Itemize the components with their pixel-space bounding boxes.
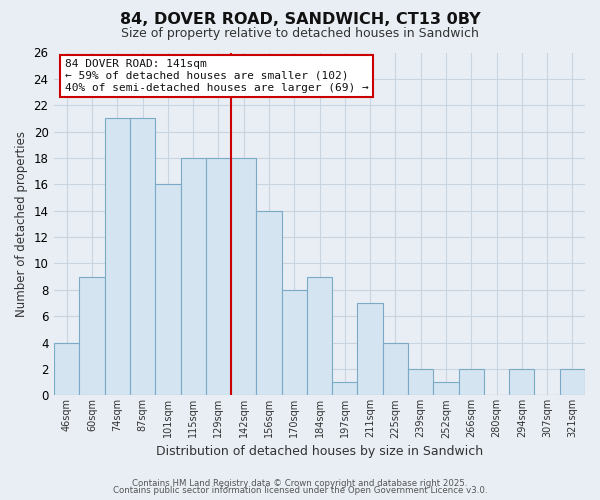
Bar bbox=[358, 303, 383, 396]
Bar bbox=[104, 118, 130, 396]
Text: 84, DOVER ROAD, SANDWICH, CT13 0BY: 84, DOVER ROAD, SANDWICH, CT13 0BY bbox=[119, 12, 481, 28]
Bar bbox=[307, 276, 332, 396]
Bar bbox=[155, 184, 181, 396]
Bar bbox=[332, 382, 358, 396]
Bar bbox=[383, 342, 408, 396]
Text: Contains HM Land Registry data © Crown copyright and database right 2025.: Contains HM Land Registry data © Crown c… bbox=[132, 478, 468, 488]
Bar bbox=[181, 158, 206, 396]
X-axis label: Distribution of detached houses by size in Sandwich: Distribution of detached houses by size … bbox=[156, 444, 483, 458]
Bar bbox=[281, 290, 307, 396]
Text: Size of property relative to detached houses in Sandwich: Size of property relative to detached ho… bbox=[121, 28, 479, 40]
Bar bbox=[560, 369, 585, 396]
Text: 84 DOVER ROAD: 141sqm
← 59% of detached houses are smaller (102)
40% of semi-det: 84 DOVER ROAD: 141sqm ← 59% of detached … bbox=[65, 60, 368, 92]
Y-axis label: Number of detached properties: Number of detached properties bbox=[15, 131, 28, 317]
Bar bbox=[433, 382, 458, 396]
Bar bbox=[509, 369, 535, 396]
Bar bbox=[54, 342, 79, 396]
Bar bbox=[79, 276, 104, 396]
Bar bbox=[130, 118, 155, 396]
Bar bbox=[206, 158, 231, 396]
Bar bbox=[231, 158, 256, 396]
Bar bbox=[256, 210, 281, 396]
Text: Contains public sector information licensed under the Open Government Licence v3: Contains public sector information licen… bbox=[113, 486, 487, 495]
Bar bbox=[408, 369, 433, 396]
Bar bbox=[458, 369, 484, 396]
